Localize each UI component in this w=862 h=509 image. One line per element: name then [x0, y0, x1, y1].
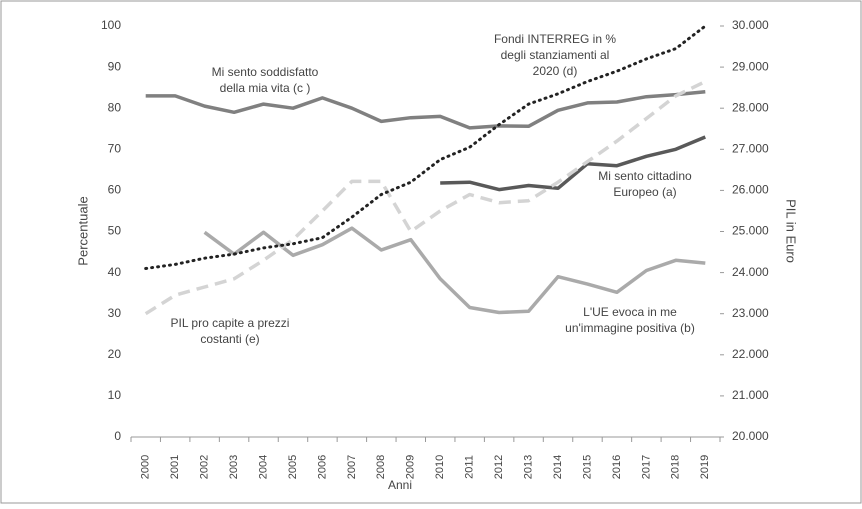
x-tick-label: 2008 [375, 455, 387, 479]
x-tick-label: 2015 [581, 455, 593, 479]
x-tick-label: 2014 [552, 455, 564, 479]
y-tick-label: 40 [108, 265, 122, 279]
x-tick-label: 2012 [493, 455, 505, 479]
annotation: costanti (e) [200, 332, 259, 346]
x-tick-label: 2006 [316, 455, 328, 479]
y2-tick-label: 30.000 [732, 18, 769, 32]
y2-tick-label: 22.000 [732, 347, 769, 361]
y-tick-label: 30 [108, 306, 122, 320]
y2-tick-label: 24.000 [732, 265, 769, 279]
y-tick-label: 50 [108, 224, 122, 238]
x-tick-label: 2001 [169, 455, 181, 479]
y2-tick-label: 29.000 [732, 59, 769, 73]
y2-tick-label: 28.000 [732, 100, 769, 114]
x-tick-label: 2000 [140, 455, 152, 479]
y2-tick-label: 27.000 [732, 141, 769, 155]
x-tick-label: 2005 [287, 455, 299, 479]
x-tick-label: 2017 [640, 455, 652, 479]
x-tick-label: 2009 [405, 455, 417, 479]
y-tick-label: 100 [101, 18, 121, 32]
x-tick-label: 2019 [699, 455, 711, 479]
annotation: un'immagine positiva (b) [565, 321, 695, 335]
annotation: della mia vita (c ) [220, 81, 311, 95]
series-line [440, 135, 706, 192]
x-tick-label: 2016 [611, 455, 623, 479]
series-line [145, 90, 706, 130]
series-line [203, 226, 706, 315]
x-axis-label: Anni [388, 478, 412, 492]
y-tick-label: 0 [114, 429, 121, 443]
x-tick-label: 2003 [228, 455, 240, 479]
annotation: L'UE evoca in me [583, 305, 677, 319]
y-tick-label: 10 [108, 388, 122, 402]
x-tick-label: 2010 [434, 455, 446, 479]
x-tick-label: 2011 [464, 455, 476, 479]
annotation: 2020 (d) [533, 64, 578, 78]
y-axis-label: Percentuale [75, 196, 90, 265]
annotation: Mi sento soddisfatto [212, 65, 319, 79]
y-tick-label: 80 [108, 100, 122, 114]
x-tick-label: 2004 [257, 455, 269, 479]
x-tick-label: 2007 [346, 455, 358, 479]
series-line [144, 24, 707, 270]
annotation: Fondi INTERREG in % [494, 32, 616, 46]
y2-tick-label: 25.000 [732, 224, 769, 238]
y-tick-label: 20 [108, 347, 122, 361]
x-tick-label: 2018 [670, 455, 682, 479]
annotation: degli stanziamenti al [501, 48, 610, 62]
x-tick-label: 2002 [199, 455, 211, 479]
y2-tick-label: 20.000 [732, 429, 769, 443]
y2-tick-label: 21.000 [732, 388, 769, 402]
y-tick-label: 60 [108, 183, 122, 197]
y2-tick-label: 23.000 [732, 306, 769, 320]
annotation: PIL pro capite a prezzi [171, 316, 290, 330]
y2-axis-label: PIL in Euro [784, 199, 799, 263]
annotation: Europeo (a) [613, 185, 676, 199]
series-line [144, 79, 707, 316]
y-tick-label: 90 [108, 59, 122, 73]
y-tick-label: 70 [108, 141, 122, 155]
annotation: Mi sento cittadino [598, 169, 692, 183]
y2-tick-label: 26.000 [732, 183, 769, 197]
x-tick-label: 2013 [522, 455, 534, 479]
